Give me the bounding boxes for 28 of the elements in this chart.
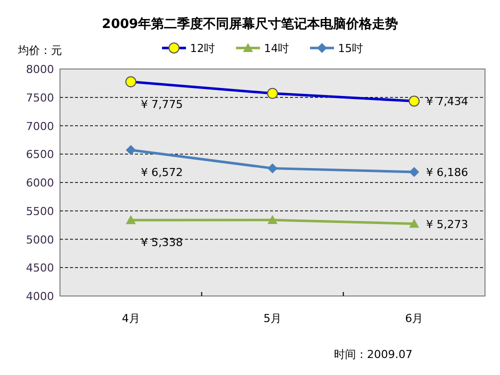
y-tick-label: 5000 — [26, 233, 54, 246]
text: 时间：2009.07 — [334, 348, 412, 361]
point — [126, 215, 136, 224]
y-tick-label: 8000 — [26, 63, 54, 76]
y-tick-label: 6000 — [26, 176, 54, 190]
y-tick-label: 6500 — [26, 148, 54, 162]
x-tick-label: 6月 — [405, 312, 424, 325]
y-tick-label: 4500 — [26, 262, 54, 275]
y-tick-label: 7000 — [26, 120, 54, 133]
chart-title: 2009年第二季度不同屏幕尺寸笔记本电脑价格走势 — [102, 16, 398, 32]
data-label: ¥ 5,273 — [426, 218, 468, 231]
legend-label: 14吋 — [264, 42, 289, 55]
y-axis-title: 均价：元 — [17, 44, 62, 57]
y-tick-label: 7500 — [26, 91, 54, 104]
point — [268, 163, 278, 174]
y-tick-label: 4000 — [26, 290, 54, 303]
data-label: ¥ 7,775 — [140, 98, 183, 111]
x-tick-label: 5月 — [264, 312, 282, 325]
y-tick-label: 5500 — [26, 204, 54, 218]
point — [126, 145, 136, 156]
point — [409, 218, 420, 228]
point — [268, 214, 278, 224]
data-label: ¥ 6,572 — [140, 166, 183, 180]
data-label: ¥ 6,186 — [426, 166, 468, 179]
legend-label: 15吋 — [338, 42, 363, 55]
x-tick-label: 4月 — [122, 312, 140, 325]
point — [409, 166, 420, 177]
legend-label: 12吋 — [190, 42, 215, 55]
